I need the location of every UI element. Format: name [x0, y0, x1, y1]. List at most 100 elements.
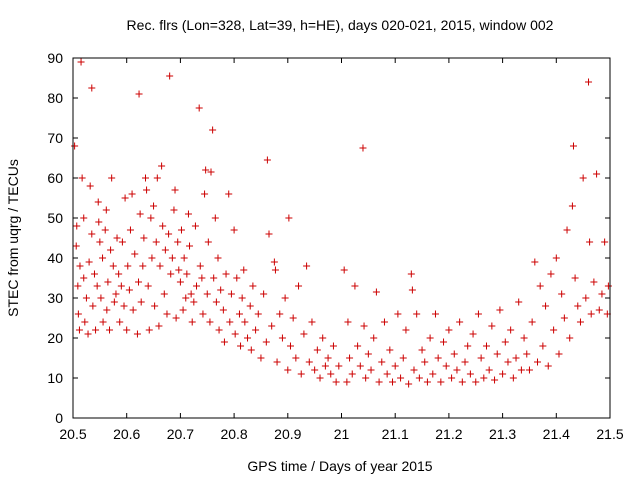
data-point [402, 326, 410, 334]
data-point [108, 174, 116, 182]
data-point [509, 374, 517, 382]
data-point [225, 190, 233, 198]
y-tick-label: 0 [55, 410, 63, 426]
x-axis-label: GPS time / Days of year 2015 [247, 458, 432, 474]
data-point [586, 238, 594, 246]
data-point [101, 226, 109, 234]
data-point [151, 302, 159, 310]
data-point [109, 262, 117, 270]
data-point [233, 274, 241, 282]
data-point [231, 330, 239, 338]
data-point [78, 174, 86, 182]
data-point [125, 286, 133, 294]
data-point [448, 374, 456, 382]
data-point [517, 366, 525, 374]
data-point [73, 222, 81, 230]
data-point [96, 238, 104, 246]
data-point [123, 326, 131, 334]
x-tick-label: 20.8 [220, 426, 247, 442]
data-point [276, 310, 284, 318]
data-point [260, 290, 268, 298]
data-point [81, 318, 89, 326]
data-point [203, 290, 211, 298]
data-point [106, 326, 114, 334]
data-point [159, 222, 167, 230]
data-point [97, 294, 105, 302]
data-point [555, 350, 563, 358]
data-point [143, 186, 151, 194]
data-point [335, 362, 343, 370]
data-point [372, 288, 380, 296]
data-point [308, 318, 316, 326]
data-point [375, 378, 383, 386]
data-point [378, 358, 386, 366]
data-point [182, 294, 190, 302]
data-point [199, 310, 207, 318]
data-point [445, 326, 453, 334]
data-point [397, 374, 405, 382]
data-point [214, 254, 222, 262]
chart-title: Rec. flrs (Lon=328, Lat=39, h=HE), days … [127, 17, 554, 33]
data-point [238, 294, 246, 302]
data-point [386, 346, 394, 354]
data-point [240, 266, 248, 274]
data-point [472, 378, 480, 386]
y-tick-label: 20 [47, 330, 63, 346]
data-point [191, 222, 199, 230]
data-point [321, 362, 329, 370]
data-point [313, 346, 321, 354]
data-point [587, 310, 595, 318]
data-point [150, 202, 158, 210]
data-point [394, 310, 402, 318]
data-point [163, 310, 171, 318]
data-point [180, 254, 188, 262]
x-tick-label: 21.2 [435, 426, 462, 442]
data-point [175, 266, 183, 274]
data-point [121, 194, 129, 202]
data-point [196, 262, 204, 270]
data-point [547, 270, 555, 278]
data-point [168, 254, 176, 262]
data-point [104, 278, 112, 286]
data-point [210, 274, 218, 282]
data-point [413, 310, 421, 318]
data-point [295, 282, 303, 290]
data-point [227, 290, 235, 298]
data-point [271, 266, 279, 274]
data-point [346, 354, 354, 362]
data-point [501, 338, 509, 346]
data-point [453, 366, 461, 374]
data-point [574, 302, 582, 310]
data-point [297, 370, 305, 378]
data-point [118, 238, 126, 246]
data-point [220, 338, 228, 346]
data-point [207, 168, 215, 176]
data-point [292, 354, 300, 362]
y-axis-label: STEC from uqrg / TECUs [5, 159, 21, 317]
data-point [595, 306, 603, 314]
data-point [268, 322, 276, 330]
data-point [211, 214, 219, 222]
data-point [528, 318, 536, 326]
data-point [217, 286, 225, 294]
data-point [590, 278, 598, 286]
data-point [569, 142, 577, 150]
data-point [360, 322, 368, 330]
data-point [539, 342, 547, 350]
x-tick-label: 21.4 [543, 426, 570, 442]
data-point [167, 270, 175, 278]
data-point [273, 358, 281, 366]
data-point [152, 238, 160, 246]
data-point [187, 290, 195, 298]
data-point [174, 238, 182, 246]
data-point [431, 310, 439, 318]
data-point [107, 246, 115, 254]
data-point [179, 306, 187, 314]
data-points [71, 58, 612, 388]
data-point [177, 226, 185, 234]
data-point [525, 366, 533, 374]
data-point [89, 302, 97, 310]
data-point [450, 350, 458, 358]
data-point [544, 362, 552, 370]
data-point [305, 358, 313, 366]
